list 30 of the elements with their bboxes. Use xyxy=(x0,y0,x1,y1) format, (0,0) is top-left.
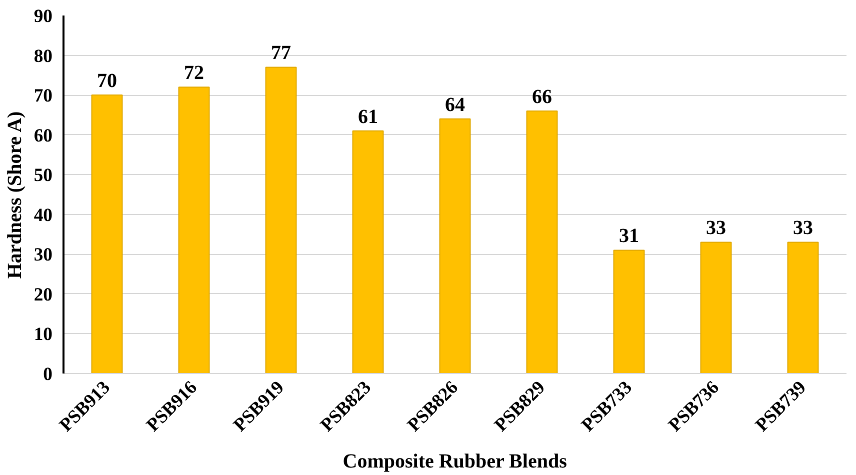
y-tick-label: 40 xyxy=(34,204,52,226)
y-tick-label: 50 xyxy=(34,165,52,186)
y-tick-label: 80 xyxy=(34,46,52,67)
data-label: 64 xyxy=(445,94,465,116)
bar xyxy=(526,110,558,374)
y-tick-label: 60 xyxy=(34,125,52,146)
data-label: 61 xyxy=(358,106,378,128)
y-tick-label: 10 xyxy=(34,324,52,346)
data-label: 70 xyxy=(97,70,117,92)
data-label: 77 xyxy=(271,42,291,64)
bar xyxy=(265,66,297,374)
y-tick-label: 30 xyxy=(34,244,52,266)
data-label: 31 xyxy=(619,225,639,248)
y-tick-label: 90 xyxy=(34,6,52,27)
bar xyxy=(91,94,123,374)
x-axis-title: Composite Rubber Blends xyxy=(342,450,568,472)
data-label: 66 xyxy=(532,86,552,108)
y-tick-label: 0 xyxy=(43,364,52,385)
data-label: 72 xyxy=(184,62,204,84)
bar xyxy=(178,86,210,374)
bar xyxy=(700,242,732,374)
data-label: 33 xyxy=(793,217,813,240)
bar xyxy=(352,130,384,374)
bar xyxy=(439,118,471,374)
bar xyxy=(787,242,819,374)
y-tick-label: 70 xyxy=(34,86,52,107)
data-label: 33 xyxy=(706,217,726,240)
y-tick-label: 20 xyxy=(34,284,52,306)
bar xyxy=(613,250,645,374)
y-axis-title: Hardness (Shore A) xyxy=(4,111,26,279)
